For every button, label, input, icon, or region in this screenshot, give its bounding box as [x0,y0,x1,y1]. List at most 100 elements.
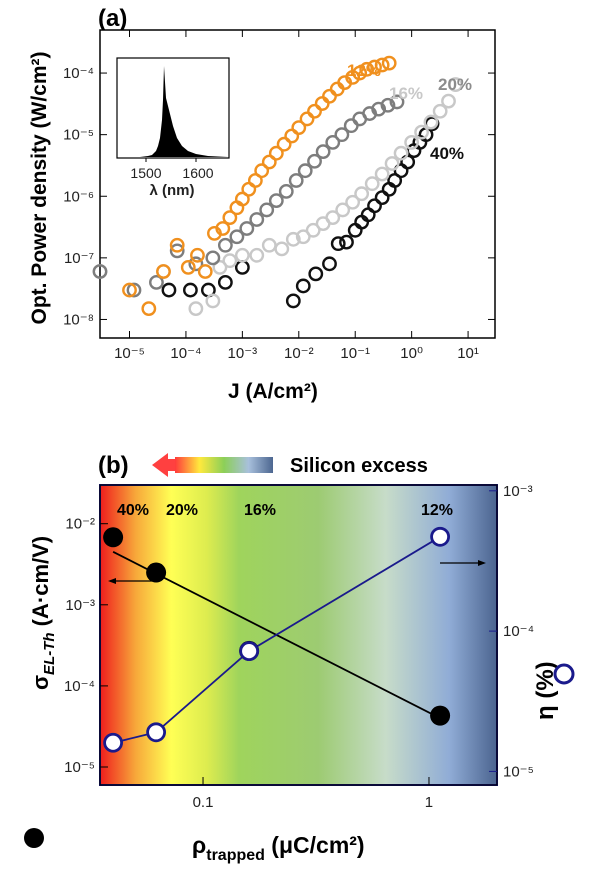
point-16pct [268,193,284,209]
sigma-point [430,705,451,726]
point-40pct [161,282,177,298]
point-16pct [297,163,313,179]
point-20pct [414,124,429,140]
point-20pct [423,114,439,130]
y-right-tick-label: 10⁻³ [503,483,533,500]
point-12pct [215,221,231,236]
sigma-point [103,527,124,548]
point-12pct [254,163,270,179]
point-20pct [432,103,448,119]
y-tick-label: 10⁻⁷ [64,250,94,267]
point-20pct [364,176,380,192]
xlabel-unit: (μC/cm²) [265,832,365,858]
panel-b-label: (b) [98,452,129,479]
inset-spectrum: 1500 1600 λ (nm) [116,57,230,199]
point-12pct [169,237,185,253]
point-12pct [307,103,322,119]
point-20pct [205,293,221,309]
point-12pct [381,55,397,71]
y-tick-label: 10⁻⁸ [63,311,94,328]
point-16pct [371,101,387,117]
y-right-tick-label: 10⁻⁴ [503,623,534,640]
point-40pct [339,234,354,250]
composition-label-40: 40% [117,502,149,519]
point-16pct [288,173,304,188]
point-12pct [180,259,196,275]
x-tick-label: 10⁻¹ [340,345,370,362]
plot-b-x-ticks: 0.1 1 [193,777,433,811]
point-16pct [205,250,221,266]
point-16pct [92,264,108,279]
series-label-20: 20% [438,75,472,94]
composition-label-20: 20% [166,502,198,519]
xlabel-sub: trapped [206,847,265,864]
series-label-40: 40% [430,144,464,163]
y-tick-label: 10⁻⁶ [63,188,94,205]
point-20pct [234,247,250,263]
x-tick-label: 10⁻⁴ [170,345,201,362]
point-40pct [367,198,382,214]
point-20pct [335,202,351,218]
ylabel-left-sub: EL-Th [41,632,58,675]
point-40pct [308,266,324,282]
plot-a-points [92,55,463,317]
point-40pct [322,256,337,272]
point-12pct [276,136,292,152]
eta-point [146,722,167,743]
y-left-tick-label: 10⁻³ [65,597,95,614]
point-12pct [190,247,205,263]
plot-b-y-left-ticks: 10⁻⁵ 10⁻⁴ 10⁻³ 10⁻² [64,516,108,776]
inset-tick-label: 1600 [182,165,213,181]
point-40pct [285,293,301,309]
point-20pct [393,145,409,161]
point-16pct [149,274,164,290]
point-12pct [374,57,390,73]
point-20pct [345,194,361,210]
x-tick-label: 10⁰ [400,345,423,362]
plot-a-x-ticks: 10⁻⁵ 10⁻⁴ 10⁻³ 10⁻² 10⁻¹ 10⁰ 10¹ [114,30,479,362]
point-12pct [268,145,284,161]
panel-b: (b) Silicon excess 0.1 1 10⁻⁵10⁻⁴10⁻³10⁻²… [24,452,575,864]
composition-label-16: 16% [244,502,276,519]
point-16pct [334,127,350,143]
point-20pct [441,93,456,109]
point-16pct [389,94,405,110]
point-12pct [352,65,368,81]
point-20pct [188,301,204,317]
eta-point [239,641,260,662]
point-20pct [448,77,463,92]
point-20pct [212,259,228,275]
point-16pct [249,212,265,227]
gradient-arrow-head [152,453,175,477]
point-20pct [374,166,390,182]
panel-a-label: (a) [98,5,127,32]
plot-a-xlabel: J (A/cm²) [228,380,318,403]
point-20pct [404,134,420,150]
point-16pct [126,282,142,298]
point-16pct [239,221,255,236]
point-16pct [217,237,233,253]
legend-open-circle [553,663,575,685]
point-20pct [384,156,400,171]
point-16pct [315,144,331,160]
composition-label-12: 12% [421,502,453,519]
point-12pct [367,59,382,75]
point-12pct [261,154,277,170]
point-12pct [197,264,213,279]
point-20pct [325,210,341,226]
point-16pct [259,202,275,218]
point-20pct [274,241,290,257]
inset-spectrum-area [118,66,228,157]
x-tick-label: 1 [425,794,433,811]
right-axis-arrowhead [478,560,486,566]
plot-a-y-ticks: 10⁻⁸ 10⁻⁷ 10⁻⁶ 10⁻⁵ 10⁻⁴ [63,65,495,328]
plot-b-ylabel-left: σEL-Th (A·cm/V) [28,536,58,690]
point-16pct [278,183,294,199]
x-tick-label: 10¹ [457,345,479,362]
left-axis-arrowhead [108,578,116,584]
svg-text:σEL-Th (A·cm/V): σEL-Th (A·cm/V) [28,536,58,690]
point-40pct [183,282,198,298]
point-12pct [122,282,137,298]
y-left-tick-label: 10⁻⁴ [64,678,95,695]
point-12pct [359,61,375,77]
